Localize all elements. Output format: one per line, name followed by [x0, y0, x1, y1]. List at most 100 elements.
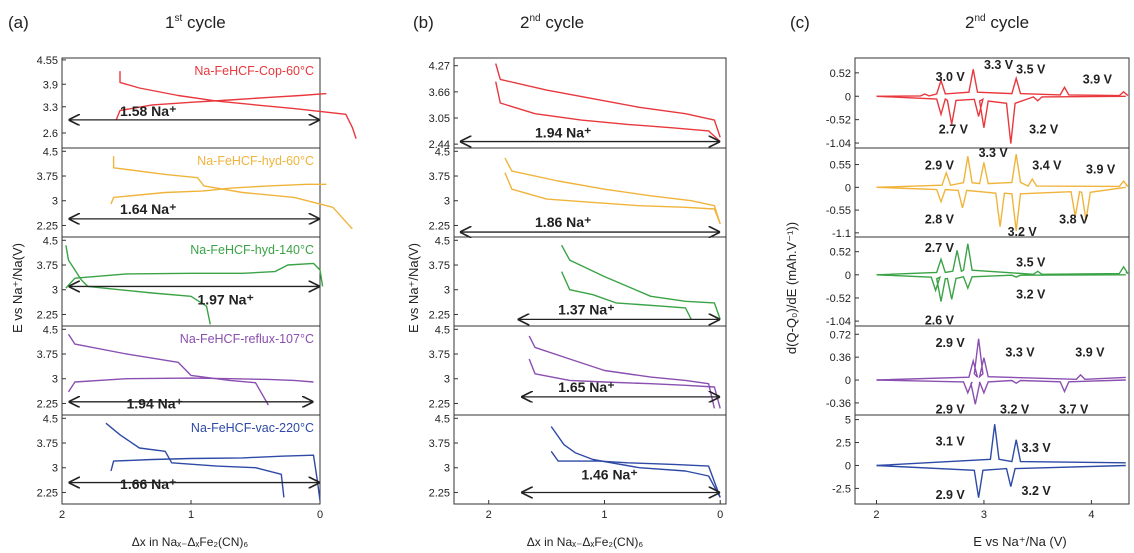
- sample-label: Na-FeHCF-hyd-60°C: [197, 154, 314, 168]
- peak-label: 3.7 V: [1059, 403, 1089, 417]
- series-line-charge: [67, 377, 314, 393]
- series-line-discharge: [504, 157, 721, 225]
- span-label: 1.37 Na⁺: [558, 301, 614, 317]
- panel-a-letter: (a): [8, 13, 29, 32]
- peak-label: 3.1 V: [936, 435, 966, 449]
- peak-label: 3.2 V: [1022, 484, 1052, 498]
- y-tick-label: 3: [52, 196, 58, 208]
- y-tick-label: -1.1: [832, 228, 851, 240]
- series-line-discharge: [112, 156, 353, 230]
- y-tick-label: 0: [845, 182, 851, 194]
- series-line-discharge: [560, 271, 692, 320]
- peak-label: 3.0 V: [936, 70, 966, 84]
- y-tick-label: 2.6: [43, 128, 58, 140]
- y-tick-label: -1.04: [826, 138, 851, 150]
- x-tick-label: 4: [1088, 509, 1094, 521]
- panel-c-subplot-3-frame: [854, 236, 1130, 327]
- x-tick-label: 0: [317, 509, 323, 521]
- panel-b-letter: (b): [413, 13, 434, 32]
- y-tick-label: 0: [845, 270, 851, 282]
- y-tick-label: 2.25: [429, 309, 450, 321]
- panel-c-letter: (c): [790, 13, 810, 32]
- y-tick-label: -0.52: [826, 293, 851, 305]
- series-line-discharge: [550, 426, 721, 498]
- series-line-discharge: [67, 333, 270, 406]
- series-line-charge: [110, 454, 321, 501]
- y-tick-label: -0.52: [826, 115, 851, 127]
- peak-label: 3.2 V: [1008, 225, 1038, 239]
- y-tick-label: 3: [444, 196, 450, 208]
- panel-c-xlabel: E vs Na⁺/Na (V): [973, 534, 1067, 549]
- span-label: 1.97 Na⁺: [197, 292, 253, 308]
- y-tick-label: 0.72: [830, 329, 851, 341]
- y-tick-label: 4.5: [435, 413, 450, 425]
- x-tick-label: 2: [486, 509, 492, 521]
- y-tick-label: 3: [444, 285, 450, 297]
- y-tick-label: 0: [845, 91, 851, 103]
- y-tick-label: 3.3: [43, 102, 58, 114]
- peak-label: 3.3 V: [1022, 441, 1052, 455]
- y-tick-label: 3.75: [37, 349, 58, 361]
- y-tick-label: 2.25: [37, 398, 58, 410]
- sample-label: Na-FeHCF-reflux-107°C: [180, 332, 314, 346]
- series-line-discharge: [119, 71, 357, 139]
- span-label: 1.94 Na⁺: [127, 395, 183, 411]
- dqde-charge-line: [876, 243, 1129, 276]
- panel-a-title: 1st cycle: [165, 13, 226, 32]
- peak-label: 2.9 V: [936, 488, 966, 502]
- series-line-discharge: [65, 245, 211, 325]
- y-tick-label: 3.75: [429, 438, 450, 450]
- plots-layer: 2.63.33.94.551.58 Na⁺Na-FeHCF-Cop-60°C2.…: [37, 55, 1130, 521]
- y-tick-label: 4.55: [37, 55, 58, 67]
- peak-label: 3.4 V: [1032, 159, 1062, 173]
- peak-label: 3.2 V: [1016, 288, 1046, 302]
- y-tick-label: 2.25: [429, 487, 450, 499]
- y-tick-label: 0: [845, 460, 851, 472]
- y-tick-label: 4.5: [43, 235, 58, 247]
- y-tick-label: 2.25: [37, 309, 58, 321]
- dqde-discharge-line: [876, 379, 1126, 405]
- peak-label: 2.9 V: [936, 403, 966, 417]
- dqde-discharge-line: [876, 274, 1126, 302]
- y-tick-label: 0.52: [830, 247, 851, 259]
- series-line-charge: [110, 183, 327, 205]
- y-tick-label: 2.25: [429, 398, 450, 410]
- peak-label: 3.3 V: [1005, 345, 1035, 359]
- y-tick-label: 2.44: [429, 139, 450, 151]
- dqde-charge-line: [876, 424, 1126, 467]
- panel-a-xlabel: Δx in Naₓ₋ΔₓFe₂(CN)₆: [132, 535, 249, 549]
- span-label: 1.46 Na⁺: [581, 466, 637, 482]
- dqde-charge-line: [876, 69, 1129, 97]
- sample-label: Na-FeHCF-vac-220°C: [191, 421, 314, 435]
- series-line-discharge: [495, 63, 721, 138]
- x-tick-label: 1: [188, 509, 194, 521]
- panel-c-title: 2nd cycle: [965, 13, 1029, 32]
- y-tick-label: 0: [845, 375, 851, 387]
- peak-label: 2.9 V: [936, 336, 966, 350]
- peak-label: 3.9 V: [1083, 72, 1113, 86]
- panel-b-ylabel: E vs Na⁺/Na(V): [406, 243, 421, 333]
- y-tick-label: 4.5: [435, 235, 450, 247]
- peak-label: 3.9 V: [1075, 345, 1105, 359]
- series-line-charge: [115, 92, 327, 121]
- y-tick-label: 5: [845, 415, 851, 427]
- series-line-discharge: [105, 422, 285, 498]
- y-tick-label: 2.25: [37, 487, 58, 499]
- y-tick-label: 3.75: [37, 438, 58, 450]
- y-tick-label: 0.52: [830, 68, 851, 80]
- y-tick-label: 0.55: [830, 160, 851, 172]
- peak-label: 3.5 V: [1016, 62, 1046, 76]
- peak-label: 2.6 V: [925, 313, 955, 327]
- series-line-discharge: [528, 335, 716, 409]
- y-tick-label: 2.25: [429, 220, 450, 232]
- panel-b-title: 2nd cycle: [520, 13, 584, 32]
- span-label: 1.58 Na⁺: [120, 103, 176, 119]
- peak-label: 2.9 V: [925, 159, 955, 173]
- span-label: 1.66 Na⁺: [120, 476, 176, 492]
- sample-label: Na-FeHCF-hyd-140°C: [190, 243, 314, 257]
- y-tick-label: 3.66: [429, 87, 450, 99]
- y-tick-label: 3.75: [429, 171, 450, 183]
- y-tick-label: 3.75: [429, 349, 450, 361]
- series-line-charge: [495, 81, 721, 143]
- y-tick-label: 3.75: [37, 260, 58, 272]
